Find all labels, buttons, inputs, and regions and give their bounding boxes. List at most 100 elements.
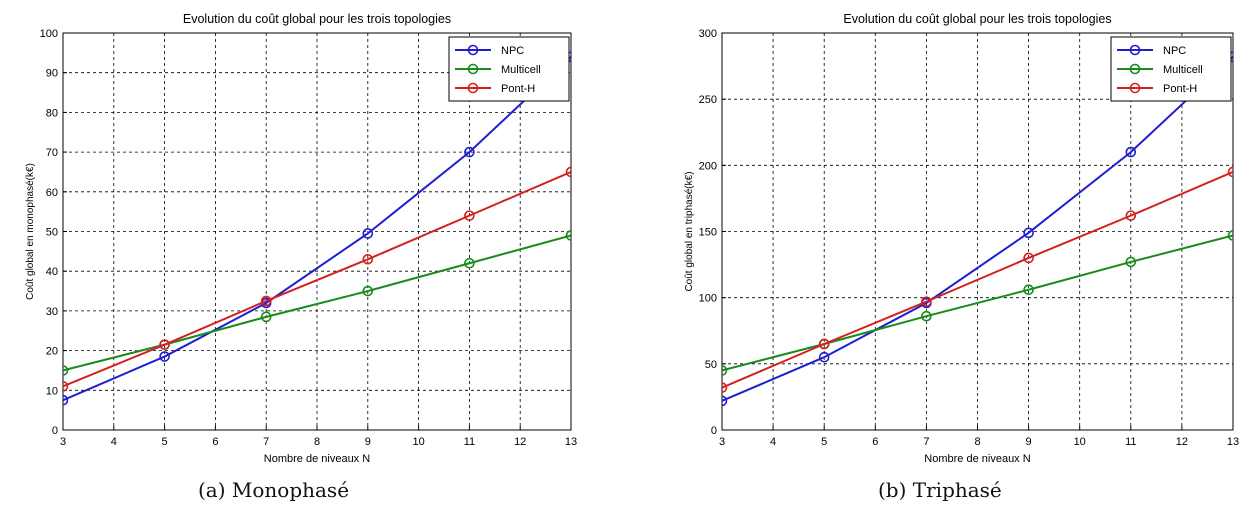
chart-title: Evolution du coût global pour les trois …: [843, 12, 1111, 26]
data-point-multicell: [362, 285, 374, 297]
y-axis-label: Coût global en monophasé(k€): [25, 163, 36, 300]
series-line-pont-h: [722, 171, 1233, 389]
data-point-pont-h: [1125, 210, 1137, 221]
legend-label-pont-h: Pont-H: [501, 83, 535, 95]
x-tick-label: 3: [719, 436, 725, 448]
data-point-npc: [1125, 146, 1137, 158]
y-axis-label: Coût global en triphasé(k€): [684, 171, 695, 291]
x-tick-label: 13: [565, 436, 577, 448]
data-point-multicell: [921, 310, 932, 322]
legend-label-multicell: Multicell: [1163, 64, 1203, 76]
data-point-pont-h: [722, 382, 728, 393]
x-tick-label: 12: [514, 436, 526, 448]
chart-title: Evolution du coût global pour les trois …: [183, 12, 451, 26]
y-tick-label: 100: [40, 28, 58, 40]
y-tick-label: 60: [46, 187, 58, 199]
figure-caption-b: (b) Triphasé: [878, 478, 1002, 502]
legend-marker-npc: [467, 44, 479, 56]
y-tick-label: 300: [699, 28, 717, 40]
series-group: [63, 51, 571, 406]
data-point-npc: [722, 395, 728, 407]
data-point-multicell: [260, 311, 272, 323]
x-tick-label: 12: [1176, 436, 1188, 448]
series-group: [722, 51, 1233, 407]
data-point-multicell: [1023, 284, 1034, 296]
data-point-pont-h: [565, 166, 571, 178]
x-tick-label: 8: [974, 436, 980, 448]
chart-panel-monophase: 3 4 5 6 7 8 9 10 11 12 13 0 10 20 30 40 50 60 70 80 90 100 Evo…: [0, 0, 610, 519]
x-tick-label: 10: [412, 436, 424, 448]
x-tick-label: 9: [1026, 436, 1032, 448]
figure-caption-a: (a) Monophasé: [198, 478, 350, 502]
x-tick-label: 4: [111, 436, 117, 448]
legend: NPC Multicell Pont-H: [1110, 36, 1232, 102]
y-tick-label: 0: [711, 425, 717, 437]
x-tick-label: 13: [1227, 436, 1239, 448]
data-point-pont-h: [362, 253, 374, 265]
data-point-multicell: [464, 257, 475, 269]
data-point-pont-h: [818, 338, 830, 350]
y-tick-label: 0: [52, 425, 58, 437]
x-tick-label: 5: [162, 436, 168, 448]
data-point-pont-h: [921, 296, 932, 307]
x-tick-label: 9: [365, 436, 371, 448]
legend-marker-npc: [1129, 44, 1141, 56]
x-tick-label: 3: [60, 436, 66, 448]
x-tick-label: 6: [872, 436, 878, 448]
x-tick-label: 7: [923, 436, 929, 448]
data-point-multicell: [565, 230, 571, 241]
legend-marker-multicell: [1129, 63, 1141, 75]
data-point-multicell: [63, 365, 69, 376]
data-point-pont-h: [1023, 252, 1034, 264]
series-line-npc: [722, 56, 1233, 402]
series-line-npc: [63, 56, 571, 402]
data-point-npc: [464, 146, 475, 158]
data-point-pont-h: [464, 210, 475, 221]
y-tick-label: 40: [46, 266, 58, 278]
y-tick-label: 70: [46, 147, 58, 159]
legend-marker-pont-h: [1129, 82, 1141, 94]
y-tick-label: 10: [46, 385, 58, 397]
legend-label-npc: NPC: [501, 45, 524, 57]
data-point-multicell: [1125, 256, 1137, 268]
data-point-npc: [159, 351, 170, 362]
data-point-npc: [63, 394, 69, 406]
x-tick-label: 7: [263, 436, 269, 448]
y-tick-label: 50: [46, 227, 58, 239]
legend-label-pont-h: Pont-H: [1163, 83, 1197, 95]
data-point-multicell: [722, 365, 728, 376]
series-line-multicell: [63, 234, 571, 372]
y-tick-label: 50: [705, 359, 717, 371]
x-tick-label: 5: [821, 436, 827, 448]
data-point-pont-h: [63, 381, 69, 392]
x-tick-label: 8: [314, 436, 320, 448]
data-point-pont-h: [159, 339, 170, 350]
x-axis-label: Nombre de niveaux N: [924, 453, 1030, 465]
x-tick-label: 11: [464, 436, 475, 448]
series-line-multicell: [722, 234, 1233, 372]
y-tick-label: 200: [699, 160, 717, 172]
y-tick-label: 90: [46, 68, 58, 80]
data-point-multicell: [1227, 230, 1233, 241]
series-line-pont-h: [63, 171, 571, 388]
chart-monophase: 3 4 5 6 7 8 9 10 11 12 13 0 10 20 30 40 50 60 70 80 90 100 Evo…: [25, 12, 577, 465]
legend: NPC Multicell Pont-H: [448, 36, 570, 102]
chart-triphase: 3 4 5 6 7 8 9 10 11 12 13 0 50 100 150 200 250 300 Evoluti…: [684, 12, 1239, 465]
legend-marker-pont-h: [467, 82, 479, 94]
y-tick-label: 250: [699, 94, 717, 106]
y-tick-label: 30: [46, 306, 58, 318]
data-point-pont-h: [260, 295, 272, 307]
chart-panel-triphase: 3 4 5 6 7 8 9 10 11 12 13 0 50 100 150 200 250 300 Evoluti…: [630, 0, 1241, 519]
data-point-npc: [1023, 227, 1034, 239]
x-tick-label: 4: [770, 436, 776, 448]
y-tick-label: 20: [46, 346, 58, 358]
x-tick-label: 10: [1074, 436, 1086, 448]
y-tick-label: 100: [699, 293, 717, 305]
x-tick-label: 6: [212, 436, 218, 448]
legend-label-npc: NPC: [1163, 45, 1186, 57]
legend-marker-multicell: [467, 63, 479, 75]
legend-label-multicell: Multicell: [501, 64, 541, 76]
data-point-npc: [818, 351, 830, 363]
data-point-npc: [362, 228, 374, 239]
x-tick-label: 11: [1125, 436, 1136, 448]
